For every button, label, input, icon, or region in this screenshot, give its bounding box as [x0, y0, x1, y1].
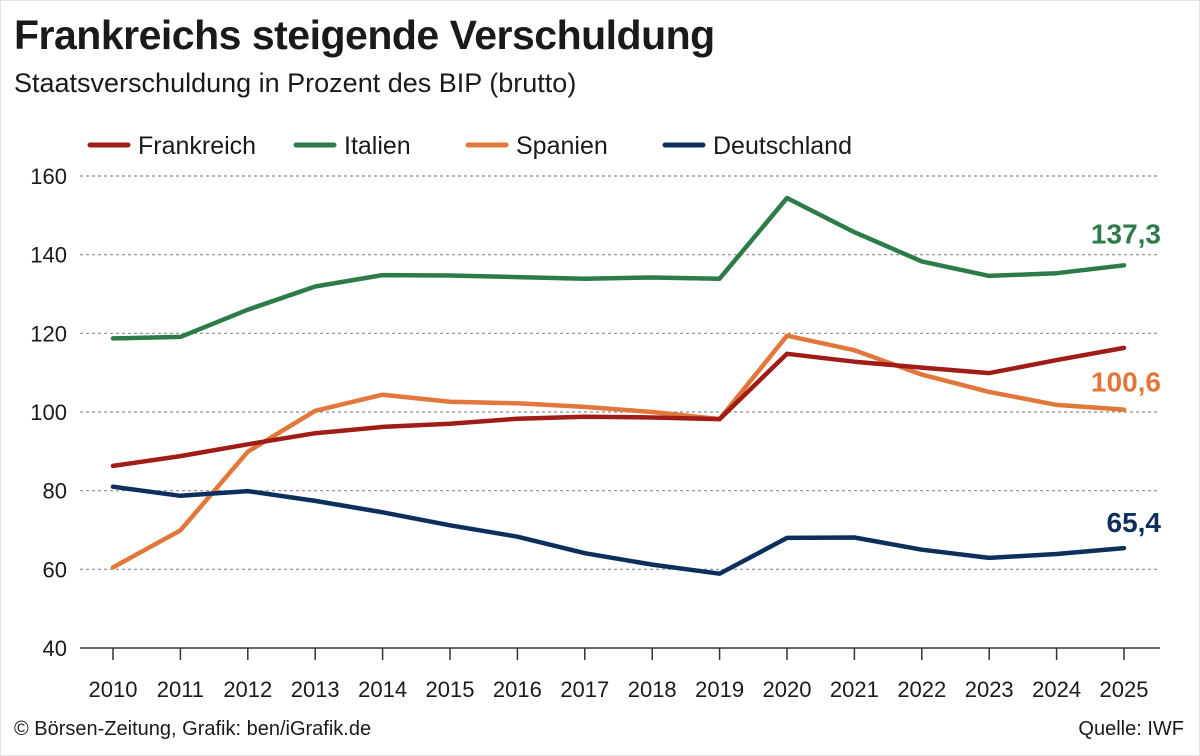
chart-subtitle: Staatsverschuldung in Prozent des BIP (b… — [14, 68, 577, 98]
x-tick-label-2019: 2019 — [695, 677, 744, 702]
legend-label-spanien: Spanien — [516, 132, 608, 160]
y-axis: 40 60 80 100 120 140 160 — [30, 164, 67, 661]
y-tick-label-140: 140 — [30, 243, 67, 268]
end-label-italien: 137,3 — [1091, 218, 1161, 249]
end-label-spanien: 100,6 — [1091, 367, 1161, 398]
x-tick-label-2022: 2022 — [897, 677, 946, 702]
x-tick-label-2011: 2011 — [157, 677, 204, 702]
end-labels: 137,3 100,6 65,4 — [1091, 218, 1162, 538]
x-tick-label-2010: 2010 — [89, 677, 138, 702]
legend-label-frankreich: Frankreich — [138, 132, 256, 160]
x-tick-label-2013: 2013 — [291, 677, 340, 702]
legend-label-italien: Italien — [344, 132, 411, 160]
y-tick-label-160: 160 — [30, 164, 67, 189]
x-axis: 2010 2011 2012 2013 2014 2015 2016 2017 2018 2019… — [89, 648, 1149, 702]
y-tick-label-80: 80 — [43, 479, 67, 504]
end-label-deutschland: 65,4 — [1107, 507, 1162, 538]
x-tick-label-2018: 2018 — [628, 677, 677, 702]
x-tick-label-2012: 2012 — [223, 677, 272, 702]
x-tick-label-2016: 2016 — [493, 677, 542, 702]
series-lines — [110, 195, 1127, 576]
series-line-deutschland — [110, 484, 1127, 576]
series-line-frankreich — [110, 345, 1127, 469]
x-tick-label-2025: 2025 — [1100, 677, 1149, 702]
x-tick-label-2017: 2017 — [560, 677, 609, 702]
series-line-spanien — [110, 333, 1127, 570]
series-line-italien — [110, 195, 1127, 341]
x-tick-label-2021: 2021 — [830, 677, 879, 702]
y-tick-label-40: 40 — [43, 636, 67, 661]
copyright-note: © Börsen-Zeitung, Grafik: ben/iGrafik.de — [14, 718, 372, 740]
legend: Frankreich Italien Spanien Deutschland — [87, 132, 852, 160]
x-tick-label-2020: 2020 — [763, 677, 812, 702]
x-tick-label-2015: 2015 — [426, 677, 475, 702]
source-note: Quelle: IWF — [1078, 718, 1184, 740]
y-tick-label-100: 100 — [30, 400, 67, 425]
x-tick-label-2024: 2024 — [1032, 677, 1081, 702]
x-tick-label-2023: 2023 — [965, 677, 1014, 702]
y-tick-label-60: 60 — [43, 557, 67, 582]
gridlines — [80, 175, 1160, 649]
chart-title: Frankreichs steigende Verschuldung — [14, 12, 715, 58]
legend-label-deutschland: Deutschland — [713, 132, 852, 160]
x-tick-label-2014: 2014 — [358, 677, 407, 702]
y-tick-label-120: 120 — [30, 321, 67, 346]
